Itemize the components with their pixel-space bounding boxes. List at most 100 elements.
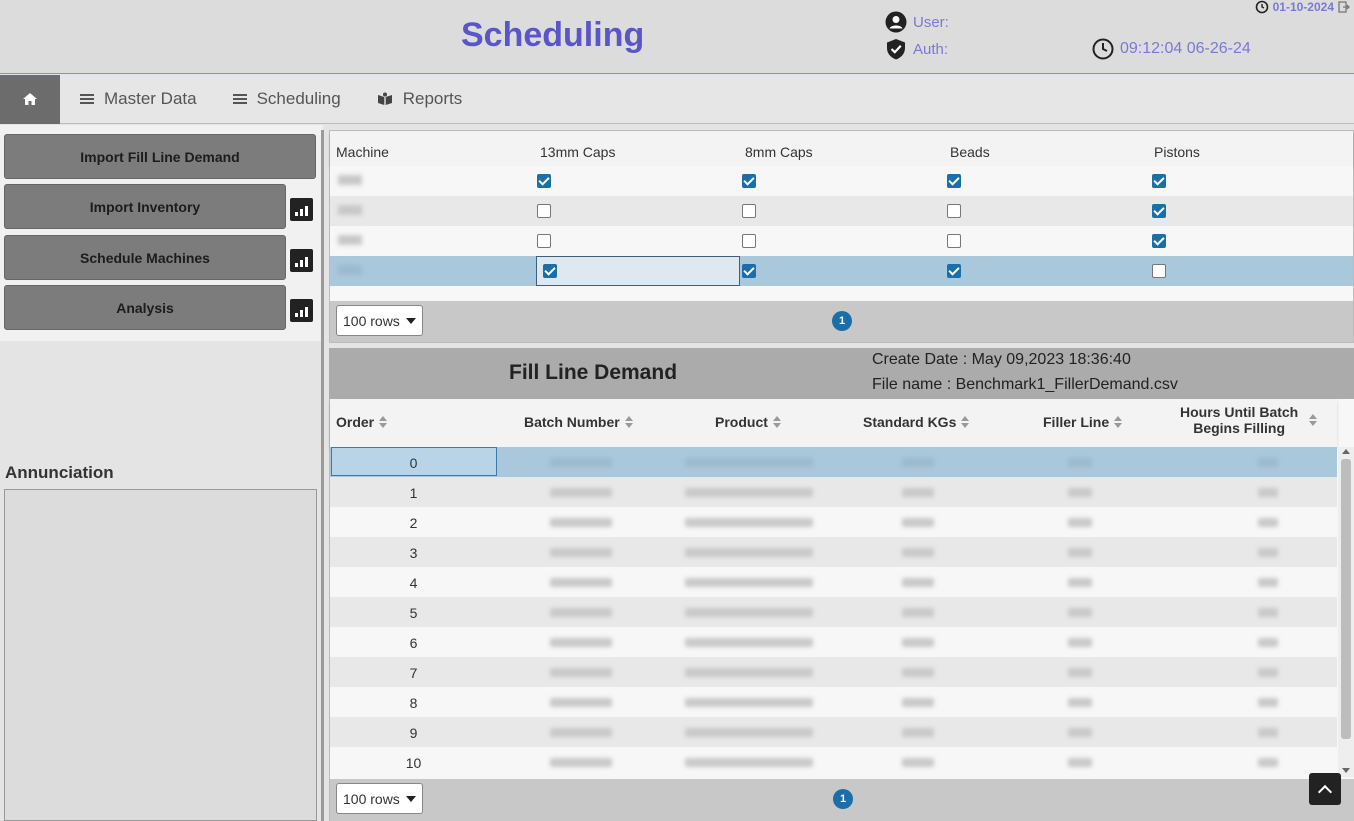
sort-icon (1114, 416, 1123, 428)
schedule-machines-button[interactable]: Schedule Machines (4, 235, 286, 280)
order-cell: 5 (409, 605, 418, 621)
redacted-cell (902, 728, 934, 737)
checkbox[interactable] (742, 264, 756, 278)
table-row[interactable]: 5 (330, 597, 1337, 627)
col-filler-line[interactable]: Filler Line (1043, 414, 1123, 430)
col-product[interactable]: Product (715, 414, 781, 430)
order-cell: 7 (409, 665, 418, 681)
checkbox[interactable] (742, 204, 756, 218)
focused-cell[interactable] (536, 256, 740, 286)
checkbox[interactable] (947, 234, 961, 248)
scroll-up-icon[interactable] (1342, 449, 1350, 454)
checkbox[interactable] (1152, 234, 1166, 248)
table-row[interactable] (330, 196, 1353, 226)
rows-per-page-select[interactable]: 100 rows (336, 305, 423, 336)
scroll-thumb[interactable] (1341, 459, 1351, 739)
col-13mm-caps[interactable]: 13mm Caps (540, 144, 616, 160)
col-label: Begins Filling (1193, 420, 1285, 436)
order-cell: 3 (409, 545, 418, 561)
table-row[interactable]: 10 (330, 747, 1337, 777)
col-order[interactable]: Order (336, 414, 388, 430)
checkbox[interactable] (543, 264, 557, 278)
clock-time: 09:12:04 06-26-24 (1120, 40, 1251, 57)
annunciation-label: Annunciation (5, 463, 114, 482)
nav-item-master-data[interactable]: Master Data (80, 89, 197, 109)
redacted-cell (550, 668, 612, 677)
table-row[interactable]: 4 (330, 567, 1337, 597)
table-row[interactable]: 2 (330, 507, 1337, 537)
scroll-to-top-button[interactable] (1309, 773, 1341, 805)
order-cell: 10 (405, 755, 422, 771)
checkbox[interactable] (947, 264, 961, 278)
redacted-cell (902, 668, 934, 677)
analysis-button[interactable]: Analysis (4, 285, 286, 330)
scroll-down-icon[interactable] (1342, 768, 1350, 773)
table-row[interactable] (330, 226, 1353, 256)
col-label: Filler Line (1043, 414, 1110, 430)
page-button[interactable]: 1 (833, 789, 853, 809)
col-batch-number[interactable]: Batch Number (524, 414, 633, 430)
nav-label: Scheduling (256, 89, 341, 108)
table-row[interactable]: 7 (330, 657, 1337, 687)
col-standard-kgs[interactable]: Standard KGs (863, 414, 970, 430)
table-row[interactable]: 3 (330, 537, 1337, 567)
table-row-selected[interactable] (330, 256, 1353, 286)
nav-item-scheduling[interactable]: Scheduling (232, 89, 341, 109)
menu-icon (232, 94, 247, 104)
checkbox[interactable] (1152, 204, 1166, 218)
user-info: User: (885, 11, 949, 33)
logout-icon[interactable] (1338, 1, 1350, 13)
table-row[interactable]: 1 (330, 477, 1337, 507)
col-machine[interactable]: Machine (336, 144, 389, 160)
import-fill-line-demand-button[interactable]: Import Fill Line Demand (4, 134, 316, 179)
focused-cell[interactable] (331, 447, 497, 476)
machine-table-header: Machine 13mm Caps 8mm Caps Beads Pistons (330, 131, 1353, 166)
redacted-cell (1068, 548, 1092, 557)
app-header: Scheduling User: Auth: 09:12:04 06-26-24… (0, 0, 1354, 74)
col-beads[interactable]: Beads (950, 144, 990, 160)
redacted-cell (1258, 608, 1278, 617)
rows-per-page-value: 100 rows (343, 790, 400, 807)
rows-per-page-select[interactable]: 100 rows (336, 783, 423, 814)
col-pistons[interactable]: Pistons (1154, 144, 1200, 160)
col-label-wrap: Hours Until Batch Begins Filling (1180, 404, 1298, 436)
caret-down-icon (405, 795, 416, 802)
col-8mm-caps[interactable]: 8mm Caps (745, 144, 813, 160)
shield-check-icon (887, 39, 905, 60)
version-date-row: 01-10-2024 (1255, 0, 1350, 14)
bar-chart-icon[interactable] (290, 198, 313, 221)
checkbox[interactable] (1152, 174, 1166, 188)
bar-chart-icon[interactable] (290, 249, 313, 272)
main-nav: Master Data Scheduling Reports (0, 74, 1354, 124)
table-row-selected[interactable]: 0 (330, 447, 1337, 477)
redacted-cell (685, 578, 813, 587)
col-hours-until-batch[interactable]: Hours Until Batch Begins Filling (1180, 404, 1318, 436)
checkbox[interactable] (742, 174, 756, 188)
col-label: Batch Number (524, 414, 620, 430)
redacted-cell (550, 488, 612, 497)
col-label: Product (715, 414, 768, 430)
page-button[interactable]: 1 (832, 311, 852, 331)
checkbox[interactable] (947, 174, 961, 188)
table-row[interactable] (330, 166, 1353, 196)
bar-chart-icon[interactable] (290, 299, 313, 322)
checkbox[interactable] (1152, 264, 1166, 278)
checkbox[interactable] (537, 204, 551, 218)
redacted-cell (1258, 758, 1278, 767)
panel-splitter[interactable] (321, 130, 324, 821)
auth-label: Auth: (913, 40, 949, 58)
redacted-cell (1068, 698, 1092, 707)
checkbox[interactable] (947, 204, 961, 218)
checkbox[interactable] (537, 234, 551, 248)
table-row[interactable]: 8 (330, 687, 1337, 717)
checkbox[interactable] (742, 234, 756, 248)
checkbox[interactable] (537, 174, 551, 188)
nav-item-reports[interactable]: Reports (377, 89, 462, 109)
redacted-cell (1258, 458, 1278, 467)
vertical-scrollbar[interactable] (1338, 447, 1354, 777)
nav-home-button[interactable] (0, 74, 60, 124)
redacted-cell (902, 608, 934, 617)
import-inventory-button[interactable]: Import Inventory (4, 184, 286, 229)
table-row[interactable]: 9 (330, 717, 1337, 747)
table-row[interactable]: 6 (330, 627, 1337, 657)
